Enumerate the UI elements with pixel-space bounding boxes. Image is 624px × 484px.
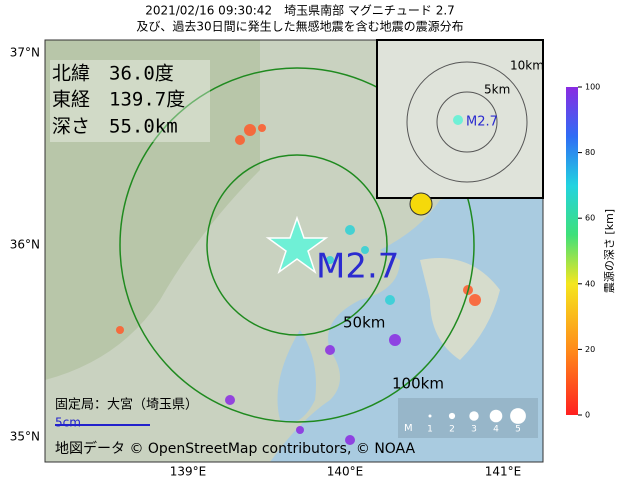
colorbar-tick-label: 80	[585, 148, 595, 157]
magnitude-symbol	[469, 411, 479, 421]
ring-label: 100km	[392, 375, 444, 393]
colorbar-tick-label: 60	[585, 214, 595, 223]
credit: 地図データ © OpenStreetMap contributors, © NO…	[55, 440, 416, 457]
station-marker	[409, 192, 433, 216]
magnitude-legend-label: 4	[493, 425, 499, 435]
colorbar-tick-label: 40	[585, 279, 595, 288]
mountains	[45, 40, 260, 380]
colorbar-ticks: 0 20 40 60 80 100	[578, 83, 600, 420]
quake-cluster	[225, 334, 401, 445]
colorbar-tick-label: 100	[585, 83, 600, 92]
magnitude-legend-title: M	[404, 423, 413, 434]
map-frame	[44, 39, 544, 463]
info-backdrop	[50, 60, 210, 142]
magnitude-legend-label: 1	[427, 425, 433, 435]
magnitude-symbol	[448, 412, 456, 420]
inset-magnitude: M2.7	[466, 115, 498, 130]
magnitude-legend-label: 2	[449, 425, 455, 435]
inset-ring-label: 5km	[484, 83, 510, 97]
magnitude-symbol	[428, 414, 432, 418]
lat-label: 36°N	[10, 238, 40, 252]
station: 固定局：大宮（埼玉県）	[55, 397, 198, 413]
epicenter-star	[265, 215, 329, 274]
info-depth: 深さ 55.0km	[52, 116, 178, 138]
title-line1: 2021/02/16 09:30:42 埼玉県南部 マグニチュード 2.7	[145, 3, 455, 18]
info-lat: 北緯 36.0度	[52, 63, 174, 85]
quake-cluster	[116, 124, 481, 334]
colorbar-label: 震源の深さ [km]	[602, 209, 616, 293]
colorbar	[566, 87, 578, 415]
magnitude-legend-label: 3	[471, 425, 477, 435]
magnitude-legend-label: 5	[515, 425, 521, 435]
lat-label: 35°N	[10, 430, 40, 444]
bay	[277, 330, 316, 423]
colorbar-tick-label: 20	[585, 345, 595, 354]
ring-50km	[206, 154, 388, 336]
title-line2: 及び、過去30日間に発生した無感地震を含む地震の震源分布	[136, 19, 463, 34]
inset: M2.7 5km 10km	[376, 39, 544, 199]
lon-label: 141°E	[485, 465, 522, 479]
info-lon: 東経 139.7度	[52, 89, 185, 111]
lon-label: 139°E	[170, 465, 207, 479]
axis-labels: 37°N 36°N 35°N 139°E 140°E 141°E	[10, 46, 522, 479]
magnitude-symbol	[489, 409, 503, 423]
ring-100km	[119, 67, 475, 423]
sea	[270, 180, 543, 462]
inset-epicenter	[453, 115, 463, 125]
magnitude-symbol	[510, 408, 526, 424]
ring-label: 50km	[343, 314, 385, 332]
magnitude-legend: 1 2 3 4 5	[427, 408, 526, 435]
quake-cluster	[326, 225, 395, 305]
lon-label: 140°E	[327, 465, 364, 479]
lat-label: 37°N	[10, 46, 40, 60]
peninsula	[420, 258, 500, 360]
inset-ring-label: 10km	[510, 59, 544, 73]
magnitude-label: M2.7	[316, 247, 399, 287]
scale-label: 5cm	[55, 416, 81, 430]
colorbar-tick-label: 0	[585, 411, 590, 420]
